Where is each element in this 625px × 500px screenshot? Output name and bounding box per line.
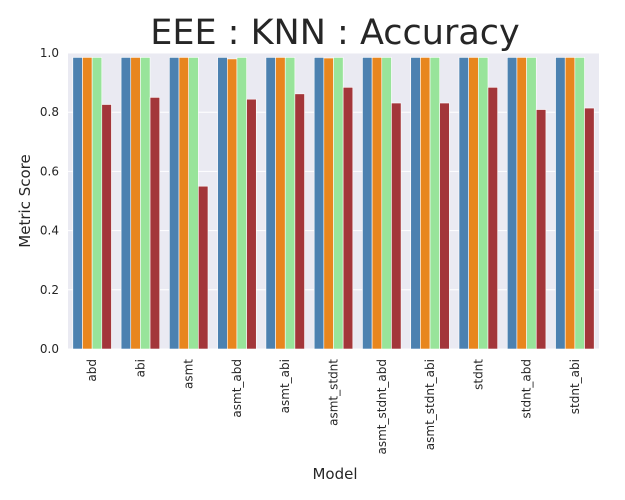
bar-stdnt_abd-1 [516, 57, 527, 350]
bar-abd-0 [72, 57, 83, 350]
x-tick-label-abd: abd [85, 359, 99, 382]
bar-abi-2 [140, 57, 151, 350]
bar-stdnt-3 [487, 87, 498, 350]
x-tick-label-asmt_stdnt_abi: asmt_stdnt_abi [423, 359, 437, 450]
bar-stdnt_abd-2 [526, 57, 537, 350]
bar-asmt_abd-1 [227, 58, 238, 350]
bar-asmt_stdnt_abi-0 [410, 57, 421, 350]
bar-abi-0 [120, 57, 132, 350]
x-tick-label-asmt_abi: asmt_abi [278, 359, 292, 413]
x-tick-labels: abd abi asmt asmt_abd asmt_abi asmt_stdnt asmt… [85, 359, 582, 455]
bars [72, 57, 595, 350]
bar-asmt-3 [198, 185, 209, 350]
x-tick-label-stdnt: stdnt [471, 359, 485, 390]
bar-stdnt_abd-3 [535, 109, 547, 350]
y-tick-label-5: 1.0 [40, 46, 59, 60]
bar-asmt_stdnt_abi-1 [420, 57, 431, 350]
y-tick-label-4: 0.8 [40, 105, 59, 119]
x-tick-label-stdnt_abd: stdnt_abd [520, 359, 534, 418]
bar-asmt_abd-3 [246, 98, 257, 350]
bar-asmt_stdnt-1 [323, 57, 334, 350]
bar-stdnt-2 [478, 57, 489, 350]
y-tick-labels: 0.0 0.2 0.4 0.6 0.8 1.0 [40, 46, 59, 356]
bar-stdnt-1 [468, 57, 479, 350]
bar-abd-3 [101, 104, 112, 350]
bar-stdnt_abi-3 [584, 107, 595, 350]
bar-stdnt_abi-0 [555, 57, 566, 350]
bar-asmt-2 [188, 57, 199, 350]
x-axis-label: Model [312, 465, 357, 483]
bar-stdnt_abd-0 [506, 57, 518, 350]
x-tick-label-stdnt_abi: stdnt_abi [568, 359, 582, 414]
bar-asmt_abd-2 [236, 57, 247, 350]
bar-abd-2 [91, 57, 103, 350]
bar-asmt_abi-3 [294, 93, 305, 350]
bar-asmt_stdnt-3 [342, 87, 354, 350]
y-tick-label-2: 0.4 [40, 224, 59, 238]
bar-asmt_stdnt-0 [313, 57, 325, 350]
bar-stdnt-0 [458, 57, 469, 350]
bar-asmt_stdnt_abi-3 [439, 102, 450, 350]
bar-asmt_stdnt_abd-3 [391, 102, 402, 350]
bar-asmt_abd-0 [217, 57, 228, 350]
chart-title: EEE : KNN : Accuracy [150, 13, 520, 53]
y-tick-label-1: 0.2 [40, 283, 59, 297]
bar-asmt_abi-1 [275, 57, 286, 350]
x-tick-label-asmt: asmt [182, 359, 196, 389]
y-axis-label: Metric Score [16, 154, 34, 247]
bar-asmt_stdnt_abd-1 [371, 57, 383, 350]
bar-asmt-1 [178, 57, 189, 350]
bar-abi-3 [149, 97, 161, 350]
y-tick-label-0: 0.0 [40, 342, 59, 356]
bar-abi-1 [130, 57, 141, 350]
bar-asmt_stdnt_abd-2 [381, 57, 392, 350]
bar-asmt_abi-2 [284, 57, 296, 350]
x-tick-label-asmt_stdnt_abd: asmt_stdnt_abd [375, 359, 389, 454]
bar-asmt_abi-0 [265, 57, 276, 350]
bar-asmt_stdnt-2 [333, 57, 344, 350]
bar-abd-1 [82, 57, 93, 350]
x-tick-label-asmt_abd: asmt_abd [230, 359, 244, 418]
bar-stdnt_abi-2 [574, 57, 585, 350]
bar-asmt-0 [169, 57, 180, 350]
y-tick-label-3: 0.6 [40, 164, 59, 178]
bar-asmt_stdnt_abd-0 [362, 57, 373, 350]
x-tick-label-abi: abi [133, 359, 147, 377]
bar-stdnt_abi-1 [564, 57, 576, 350]
bar-asmt_stdnt_abi-2 [429, 57, 440, 350]
x-tick-label-asmt_stdnt: asmt_stdnt [327, 359, 341, 426]
